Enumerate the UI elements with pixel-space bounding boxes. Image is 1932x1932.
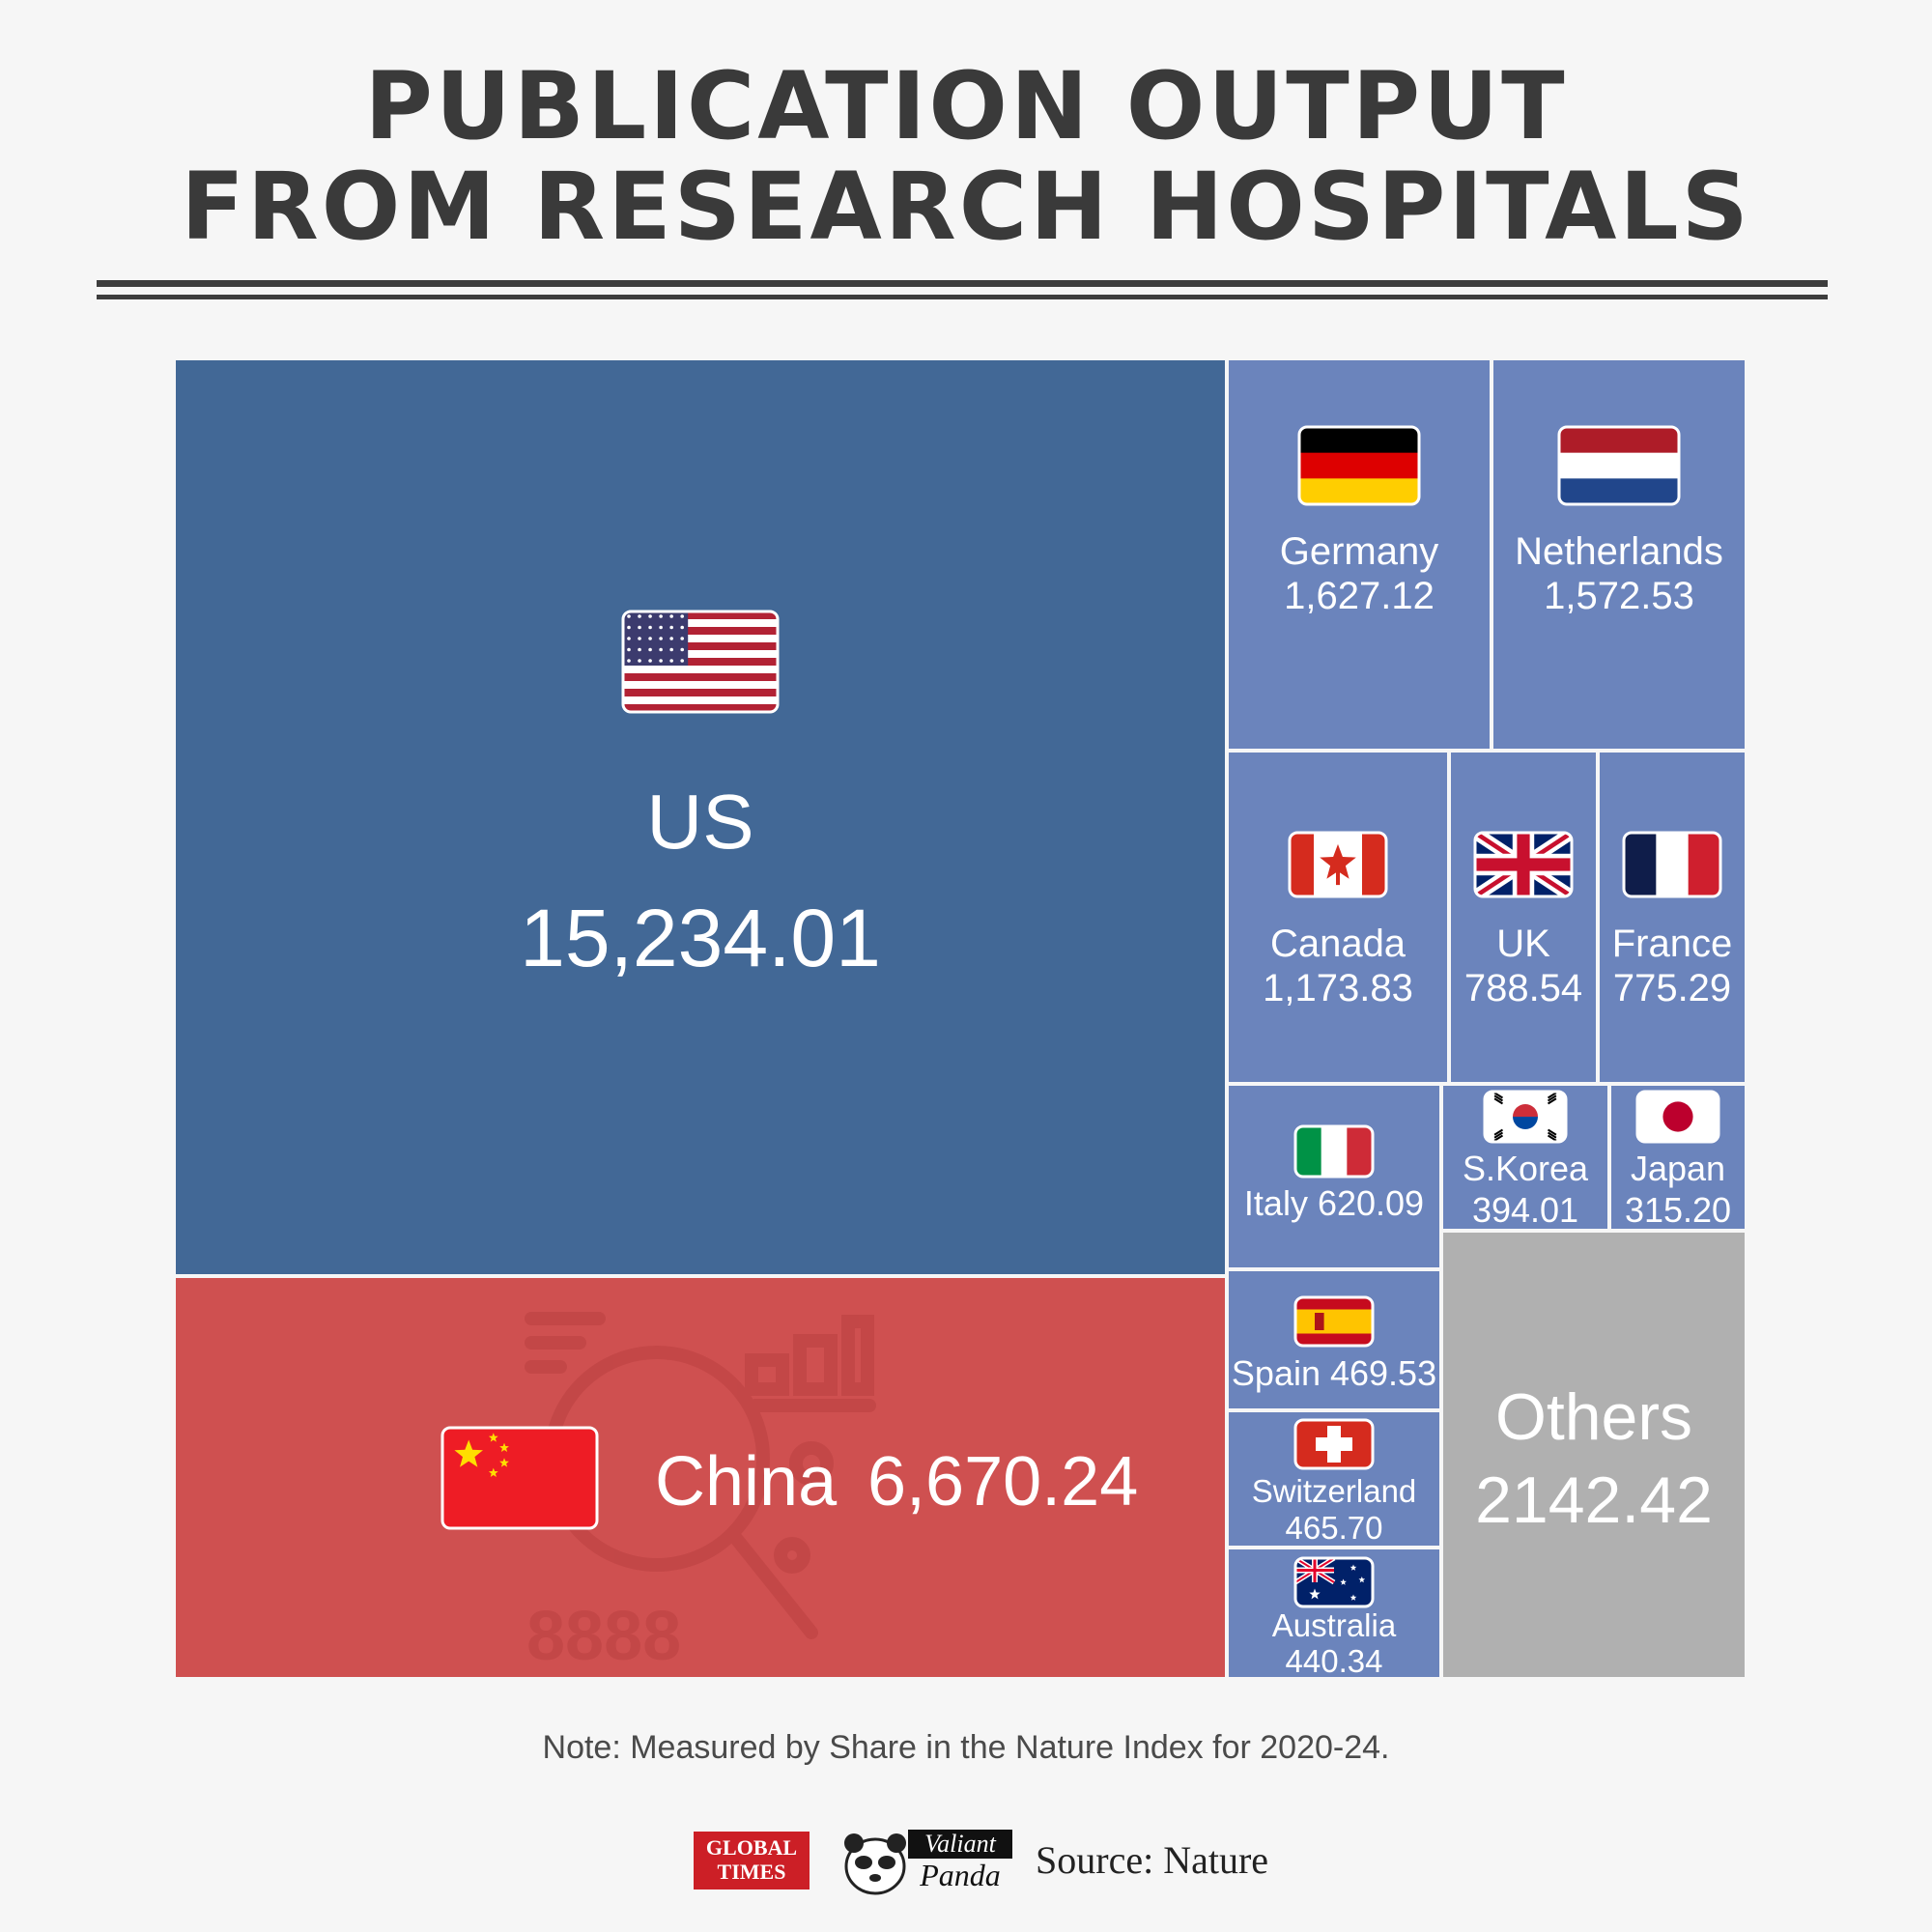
china-flag-icon xyxy=(440,1426,599,1530)
footer: GLOBAL TIMES Valiant Panda Source: Natur… xyxy=(0,1826,1932,1903)
value-others: 2142.42 xyxy=(1475,1463,1713,1537)
italy-flag-icon xyxy=(1293,1124,1375,1179)
label-italy: Italy xyxy=(1244,1183,1318,1223)
chart-title: PUBLICATION OUTPUT FROM RESEARCH HOSPITA… xyxy=(0,56,1932,257)
us-flag-icon xyxy=(621,610,780,714)
valiant-panda-logo: Valiant Panda xyxy=(842,1826,1016,1895)
title-rule-bottom xyxy=(97,295,1828,299)
tile-others xyxy=(1443,1233,1745,1677)
label-us: US xyxy=(646,779,753,865)
panda-icon xyxy=(844,1833,906,1895)
uk-flag-icon xyxy=(1473,831,1574,898)
germany-flag-icon xyxy=(1297,425,1421,506)
label-australia: Australia xyxy=(1272,1607,1397,1643)
chart-title-line1: PUBLICATION OUTPUT xyxy=(364,52,1568,160)
label-china: China xyxy=(655,1443,838,1520)
label-netherlands: Netherlands xyxy=(1515,530,1723,573)
source-label: Source: Nature xyxy=(1036,1838,1269,1882)
canada-flag-icon xyxy=(1288,831,1388,898)
title-rule-top xyxy=(97,280,1828,287)
japan-flag-icon xyxy=(1635,1090,1720,1144)
france-flag-icon xyxy=(1622,831,1722,898)
svg-text:8888: 8888 xyxy=(526,1598,681,1675)
label-france: France xyxy=(1612,923,1733,965)
label-uk: UK xyxy=(1496,923,1550,965)
tile-uk xyxy=(1451,753,1596,1082)
label-japan: Japan xyxy=(1631,1149,1725,1188)
tile-france xyxy=(1600,753,1745,1082)
tile-us xyxy=(176,360,1225,1274)
value-china: 6,670.24 xyxy=(867,1443,1138,1520)
label-value-spain: Spain 469.53 xyxy=(1232,1353,1436,1393)
value-netherlands: 1,572.53 xyxy=(1544,575,1694,617)
value-italy: 620.09 xyxy=(1318,1183,1424,1223)
spain-flag-icon xyxy=(1293,1295,1375,1348)
value-us: 15,234.01 xyxy=(520,893,881,983)
value-s-korea: 394.01 xyxy=(1472,1190,1578,1230)
value-uk: 788.54 xyxy=(1464,967,1582,1009)
label-canada: Canada xyxy=(1270,923,1406,965)
label-others: Others xyxy=(1495,1380,1692,1454)
value-canada: 1,173.83 xyxy=(1263,967,1413,1009)
tile-canada xyxy=(1229,753,1447,1082)
chart-title-line2: FROM RESEARCH HOSPITALS xyxy=(181,153,1751,261)
label-germany: Germany xyxy=(1280,530,1439,573)
label-value-italy: Italy 620.09 xyxy=(1244,1183,1424,1223)
tile-china xyxy=(176,1278,1225,1677)
label-switzerland: Switzerland xyxy=(1252,1473,1417,1509)
global-times-logo: GLOBAL TIMES xyxy=(694,1832,810,1889)
value-spain: 469.53 xyxy=(1330,1353,1436,1393)
netherlands-flag-icon xyxy=(1557,425,1681,506)
value-france: 775.29 xyxy=(1613,967,1731,1009)
australia-flag-icon xyxy=(1293,1556,1375,1608)
label-spain: Spain xyxy=(1232,1353,1330,1393)
valiant-panda-word2: Panda xyxy=(920,1858,1001,1892)
switzerland-flag-icon xyxy=(1293,1418,1375,1470)
value-australia: 440.34 xyxy=(1286,1643,1383,1679)
south-korea-flag-icon xyxy=(1483,1090,1568,1144)
label-s-korea: S.Korea xyxy=(1463,1149,1589,1188)
value-japan: 315.20 xyxy=(1625,1190,1731,1230)
research-watermark-icon: 8888 xyxy=(525,1312,876,1675)
value-germany: 1,627.12 xyxy=(1284,575,1435,617)
value-switzerland: 465.70 xyxy=(1286,1510,1383,1546)
valiant-panda-word1: Valiant xyxy=(908,1830,1012,1859)
tile-germany xyxy=(1229,360,1490,749)
tile-netherlands xyxy=(1493,360,1745,749)
footnote: Note: Measured by Share in the Nature In… xyxy=(542,1729,1390,1766)
